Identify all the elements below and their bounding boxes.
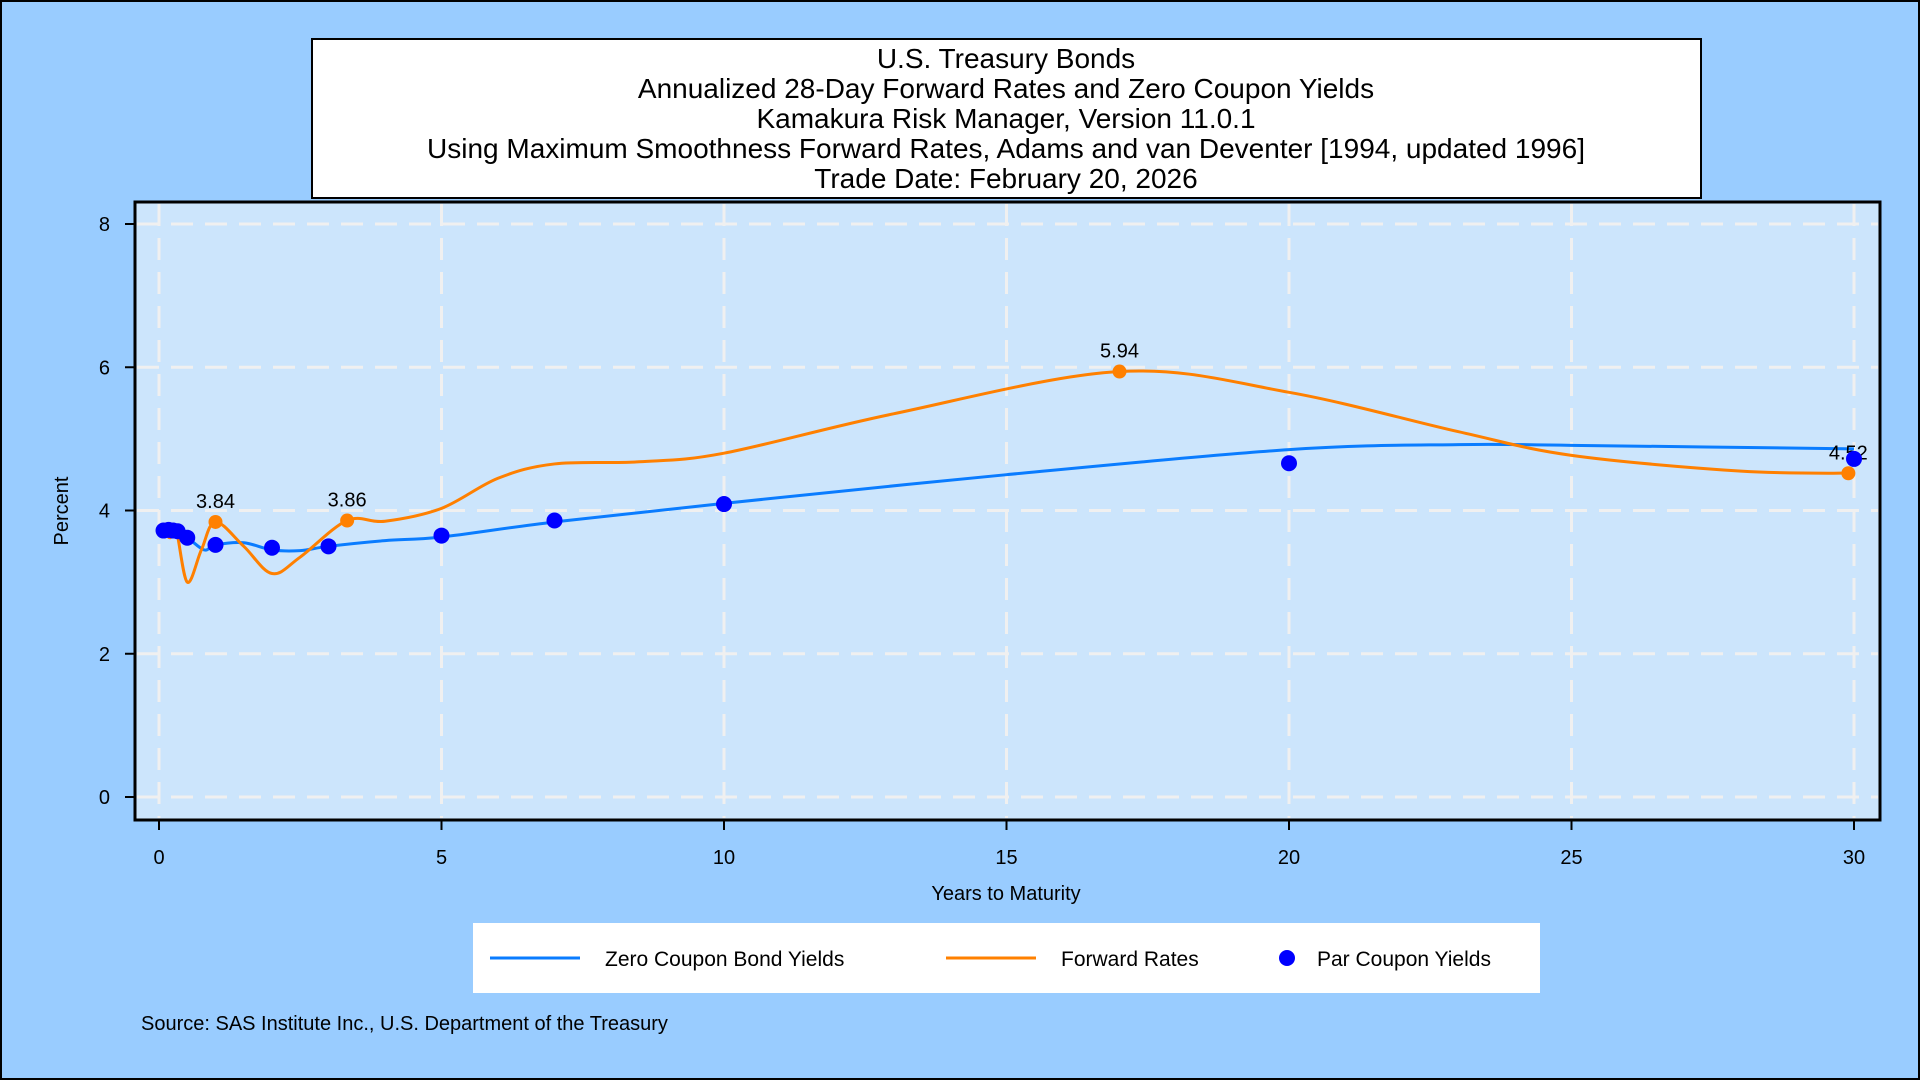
x-tick-label: 20 [1278, 847, 1300, 869]
y-axis-label: Percent [51, 476, 73, 545]
forward-rate-point [340, 513, 355, 528]
y-tick-label: 0 [99, 787, 110, 809]
par-coupon-point [264, 539, 280, 556]
legend-forward-label: Forward Rates [1061, 948, 1199, 971]
legend-par-label: Par Coupon Yields [1317, 948, 1491, 971]
legend-zero-label: Zero Coupon Bond Yields [605, 948, 844, 971]
par-coupon-point [1846, 450, 1862, 467]
y-tick-label: 4 [99, 501, 110, 523]
forward-rate-data-label: 5.94 [1100, 341, 1139, 363]
par-coupon-point [546, 512, 563, 529]
y-tick-label: 8 [99, 214, 110, 236]
x-tick-label: 0 [153, 847, 164, 869]
x-axis-label: Years to Maturity [931, 883, 1080, 905]
title-line: Kamakura Risk Manager, Version 11.0.1 [756, 103, 1255, 134]
forward-rate-point [1841, 466, 1856, 481]
title-line: Annualized 28-Day Forward Rates and Zero… [638, 73, 1374, 104]
title-line: U.S. Treasury Bonds [877, 43, 1135, 74]
par-coupon-point [716, 496, 732, 513]
par-coupon-point [179, 529, 196, 546]
forward-rate-point [208, 514, 223, 529]
par-coupon-point [320, 538, 337, 555]
forward-rate-point [1112, 364, 1127, 379]
par-coupon-point [207, 536, 224, 553]
title-box [311, 38, 1702, 199]
x-tick-label: 5 [436, 847, 447, 869]
forward-rate-data-label: 3.84 [196, 491, 235, 513]
forward-rate-data-label: 3.86 [328, 490, 367, 512]
x-tick-label: 25 [1560, 847, 1582, 869]
par-coupon-point [1281, 455, 1297, 472]
source-note: Source: SAS Institute Inc., U.S. Departm… [141, 1013, 668, 1035]
forward-rate-line [162, 369, 1855, 584]
legend-par-swatch [1279, 950, 1295, 966]
title-line: Trade Date: February 20, 2026 [814, 163, 1197, 194]
x-tick-label: 30 [1843, 847, 1865, 869]
x-tick-label: 10 [713, 847, 735, 869]
y-tick-label: 2 [99, 644, 110, 666]
par-coupon-point [433, 527, 450, 544]
title-line: Using Maximum Smoothness Forward Rates, … [427, 133, 1585, 164]
y-tick-label: 6 [99, 357, 110, 379]
x-tick-label: 15 [995, 847, 1017, 869]
